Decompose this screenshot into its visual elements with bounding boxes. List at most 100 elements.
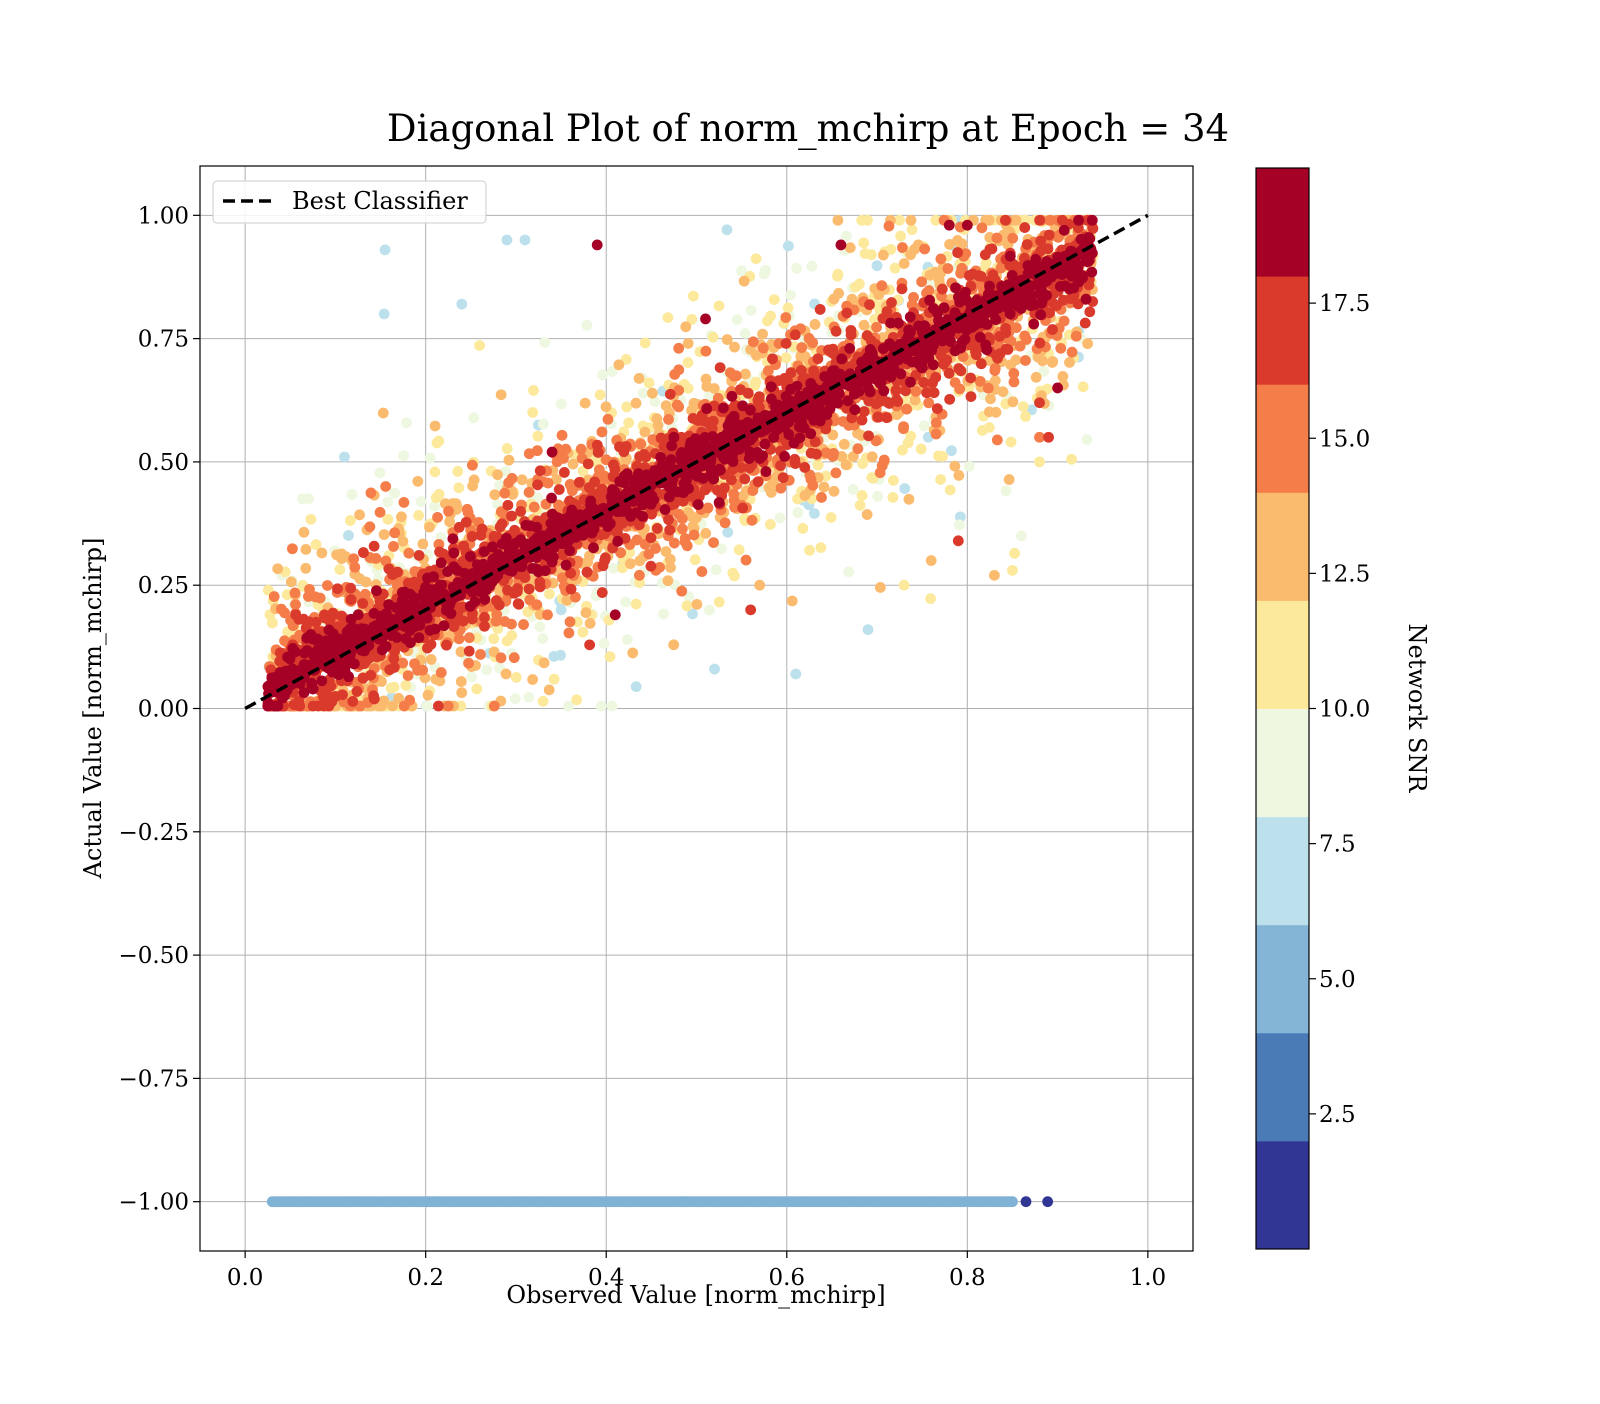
scatter-point [646,561,657,572]
scatter-point [299,527,310,538]
scatter-point [1020,411,1031,422]
scatter-point [819,482,830,493]
scatter-point [950,377,961,388]
scatter-point [539,657,550,668]
scatter-point [414,632,425,643]
scatter-point [316,548,327,559]
scatter-point [964,461,975,472]
scatter-point [597,427,608,438]
scatter-point [669,538,680,549]
scatter-point [540,565,551,576]
scatter-point [729,371,740,382]
scatter-point [665,389,676,400]
scatter-point [623,417,634,428]
scatter-points [262,215,1098,1207]
scatter-point [815,542,826,553]
scatter-point [527,674,538,685]
scatter-point [871,322,882,333]
scatter-point [836,353,847,364]
scatter-point [517,474,528,485]
scatter-point [441,640,452,651]
scatter-point [807,337,818,348]
scatter-point [903,437,914,448]
scatter-point [775,460,786,471]
scatter-point [799,462,810,473]
scatter-point [763,365,774,376]
scatter-point [848,484,859,495]
scatter-point [930,372,941,383]
scatter-point [812,353,823,364]
scatter-point [469,474,480,485]
scatter-point [743,388,754,399]
scatter-point [538,696,549,707]
scatter-point [648,494,659,505]
scatter-point [1001,485,1012,496]
scatter-point [966,391,977,402]
scatter-point [345,515,356,526]
scatter-point [414,550,425,561]
scatter-point [708,474,719,485]
scatter-point [576,444,587,455]
scatter-point [1084,306,1095,317]
scatter-point [1086,267,1097,278]
scatter-point [469,596,480,607]
scatter-point [523,692,534,703]
scatter-point [690,554,701,565]
scatter-point [529,502,540,513]
scatter-point [638,388,649,399]
scatter-point [1064,357,1075,368]
scatter-point [950,282,961,293]
scatter-point [404,695,415,706]
scatter-point [389,488,400,499]
scatter-point [863,430,874,441]
scatter-point [1071,331,1082,342]
scatter-point [509,525,520,536]
scatter-point [360,589,371,600]
scatter-point [1064,284,1075,295]
scatter-point [315,593,326,604]
scatter-point [925,593,936,604]
scatter-point [740,369,751,380]
scatter-point [1034,338,1045,349]
scatter-point [899,483,910,494]
scatter-point [844,343,855,354]
scatter-point [759,269,770,280]
scatter-point [528,385,539,396]
scatter-point [466,672,477,683]
scatter-point [286,576,297,587]
scatter-point [647,388,658,399]
scatter-point [722,224,733,235]
scatter-point [790,329,801,340]
scatter-point [662,312,673,323]
scatter-point [954,519,965,530]
scatter-point [434,547,445,558]
scatter-point [660,504,671,515]
scatter-point [832,398,843,409]
scatter-point [833,215,844,226]
scatter-point [375,507,386,518]
scatter-point [919,244,930,255]
scatter-point [464,646,475,657]
scatter-point [436,557,447,568]
scatter-point [1082,434,1093,445]
scatter-point [895,231,906,242]
scatter-point [556,399,567,410]
scatter-point [532,431,543,442]
scatter-point [789,454,800,465]
scatter-point [984,422,995,433]
scatter-point [506,511,517,522]
scatter-point [434,489,445,500]
scatter-point [663,514,674,525]
scatter-point [620,597,631,608]
scatter-point [1087,215,1098,226]
scatter-point [417,539,428,550]
scatter-point [764,482,775,493]
scatter-point [426,639,437,650]
scatter-point [676,586,687,597]
scatter-point [621,401,632,412]
scatter-point [454,522,465,533]
scatter-point [727,391,738,402]
scatter-point [711,564,722,575]
scatter-point [538,419,549,430]
